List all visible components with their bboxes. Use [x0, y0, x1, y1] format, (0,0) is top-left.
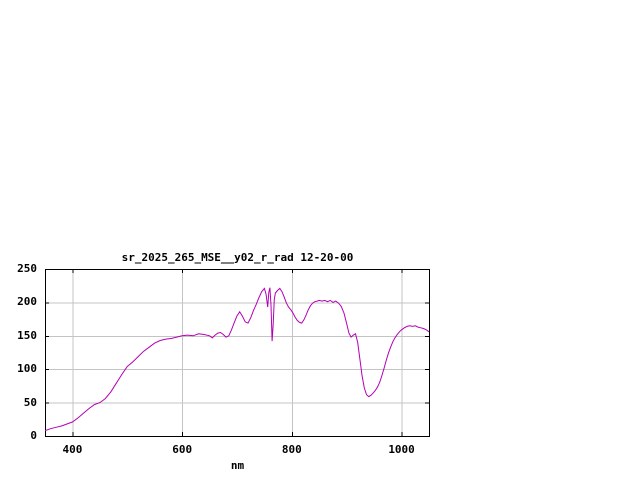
plot-canvas — [45, 269, 430, 437]
spectrum-line — [45, 287, 430, 432]
y-tick-label: 100 — [17, 362, 37, 376]
x-tick-label: 800 — [281, 443, 302, 456]
x-tick-label: 400 — [62, 443, 83, 456]
y-tick-label: 200 — [17, 295, 37, 309]
chart-title: sr_2025_265_MSE__y02_r_rad 12-20-00 — [121, 251, 354, 264]
y-tick-label: 0 — [30, 429, 37, 442]
plot-border — [45, 269, 430, 437]
y-tick-label: 150 — [17, 328, 37, 342]
x-axis-title: nm — [230, 459, 245, 472]
plot-box — [45, 269, 430, 437]
x-tick-label: 600 — [172, 443, 193, 456]
y-tick-label: 250 — [17, 262, 37, 275]
y-tick-label: 50 — [23, 395, 37, 409]
x-tick-label: 1000 — [388, 443, 415, 456]
